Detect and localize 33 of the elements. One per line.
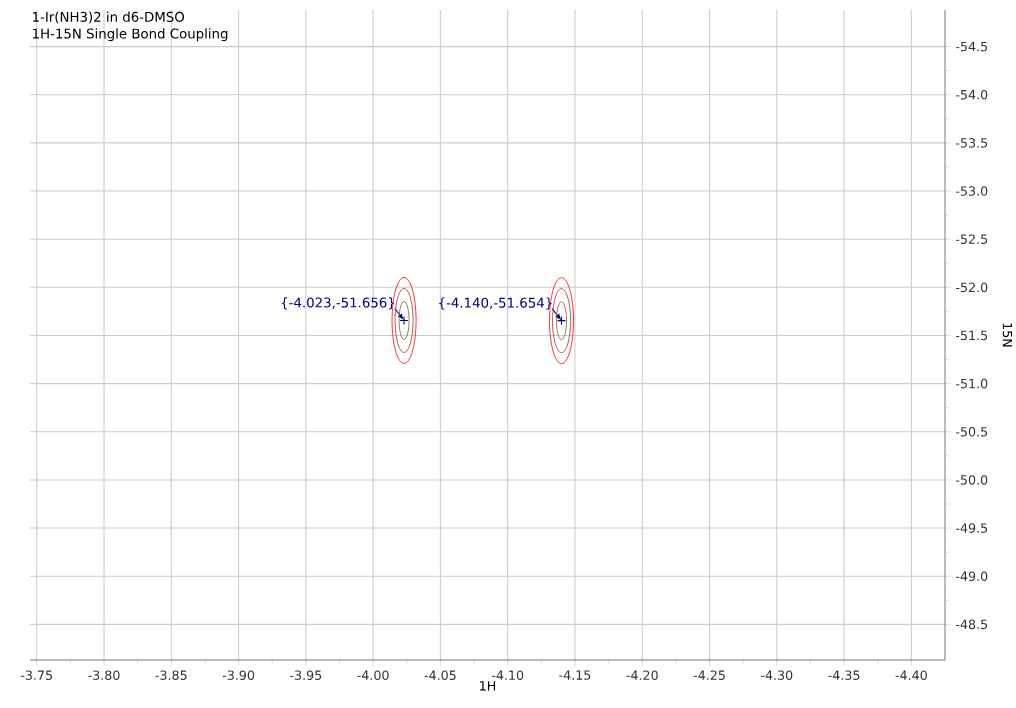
x-tick-label: -4.05 bbox=[424, 670, 456, 680]
x-tick-label: -3.75 bbox=[20, 670, 53, 680]
x-tick-label: -4.35 bbox=[828, 670, 860, 680]
y-tick-label: -51.0 bbox=[956, 378, 988, 389]
x-tick-label: -4.40 bbox=[895, 670, 927, 680]
y-axis-title: 15N bbox=[1002, 323, 1013, 347]
y-tick-label: -53.5 bbox=[956, 138, 988, 148]
y-tick-label: -50.5 bbox=[956, 426, 988, 437]
annotation: {-4.023,-51.656} bbox=[281, 297, 395, 310]
x-tick-label: -4.10 bbox=[491, 670, 524, 680]
y-tick-label: -54.0 bbox=[956, 89, 988, 100]
x-tick-label: -4.00 bbox=[357, 670, 389, 680]
x-tick-label: -3.80 bbox=[88, 670, 120, 680]
y-tick-label: -50.0 bbox=[956, 475, 988, 485]
x-axis-title: 1H bbox=[480, 681, 496, 691]
x-tick-label: -4.30 bbox=[761, 670, 793, 680]
x-tick-label: -4.20 bbox=[626, 670, 658, 680]
text: 1H-15N Single Bond Coupling bbox=[33, 28, 228, 42]
y-tick-label: -48.5 bbox=[956, 619, 988, 630]
y-tick-label: -53.0 bbox=[956, 186, 988, 196]
chart-title: 1-Ir(NH3)2 in d6-DMSO bbox=[33, 11, 185, 24]
x-tick-label: -3.90 bbox=[222, 670, 255, 680]
x-tick-label: -3.85 bbox=[155, 670, 187, 680]
annotation: {-4.140,-51.654} bbox=[439, 297, 552, 310]
y-tick-label: -49.0 bbox=[956, 571, 988, 582]
y-tick-label: -54.5 bbox=[956, 41, 988, 52]
y-tick-label: -51.5 bbox=[956, 330, 988, 341]
x-tick-label: -4.25 bbox=[693, 670, 725, 680]
y-tick-label: -52.5 bbox=[956, 234, 988, 244]
x-tick-label: -4.15 bbox=[559, 670, 591, 680]
x-tick-label: -3.95 bbox=[290, 670, 322, 680]
y-tick-label: -52.0 bbox=[956, 282, 988, 293]
y-tick-label: -49.5 bbox=[956, 523, 988, 533]
